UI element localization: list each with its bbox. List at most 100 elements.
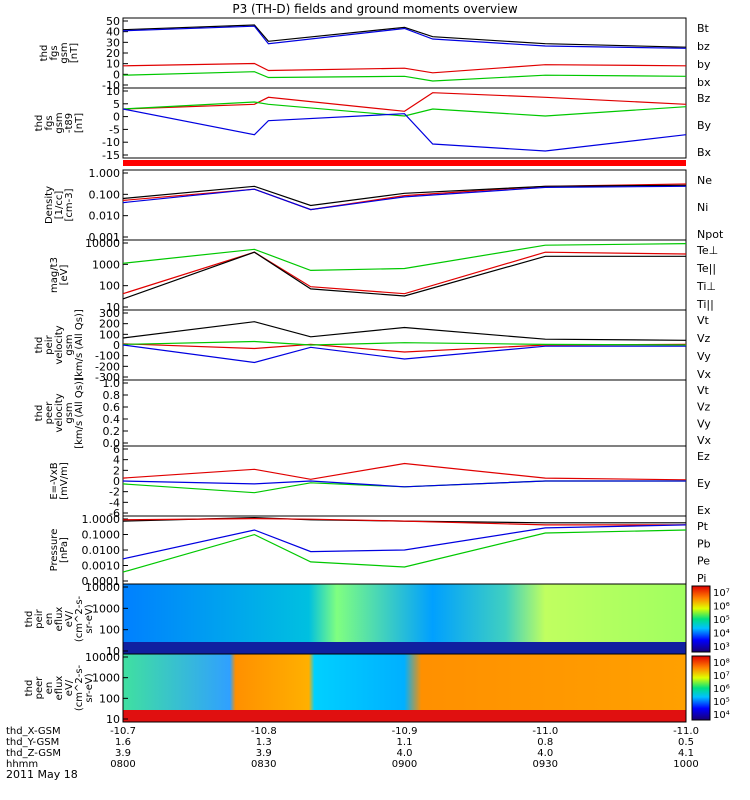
panel-frame [122,87,687,159]
y-axis-label: peer [34,676,45,700]
legend-Vt: Vt [697,314,710,327]
legend-Te||: Te|| [696,262,716,275]
y-axis-label: gsm [54,112,65,133]
y-tick-label: 0.010 [89,210,121,223]
x-tick-label: 3.9 [256,748,272,759]
legend-Vz: Vz [697,401,711,414]
y-axis-label: peir [44,334,55,354]
legend-Ex: Ex [697,504,711,517]
y-axis-label: thd [24,611,35,628]
panel-peir-spec: 10⁷ 10⁶ 10⁵ 10⁴ 10³ 10000 1000 100 10 thd peir en ef… [24,581,730,658]
y-axis-label: eV/ [64,679,75,696]
series-peir-velocity-Vx [122,344,686,364]
x-tick-label: -10.8 [251,726,277,737]
y-tick-label: -300 [95,371,120,384]
y-axis-label: eV/ [64,610,75,627]
y-axis-label: Pressure [49,529,60,572]
x-tick-label: 0.5 [678,737,694,748]
date-label: 2011 May 18 [6,768,78,781]
panel-temperature: 10000 1000 100 10 mag/t3 [eV] Te⊥ Te|| Ti⊥ Ti|| [49,237,718,314]
y-axis-label: sr-eV) [84,673,95,702]
x-row-name: thd_X-GSM [6,726,61,737]
x-tick-label: -10.9 [392,726,418,737]
y-tick-label: 0.100 [89,188,121,201]
x-tick-label: 0800 [110,759,135,770]
colorbar-tick-label: 10⁶ [713,602,730,613]
y-tick-label: -15 [102,149,120,162]
y-tick-label: 0 [113,475,120,488]
series-pressure-Pt [122,516,686,524]
legend-Bt: Bt [697,22,710,35]
y-axis-label: [km/s (All Qs)] [74,309,85,381]
series-fgs-gsm-by [122,71,687,82]
y-axis-label: [cm-3] [64,188,75,221]
y-axis-label: (cm^2-s- [74,664,85,711]
panel-pressure: 1.0000 0.1000 0.0100 0.0010 0.0001 Pressure [n… [49,513,711,588]
legend-Ey: Ey [697,477,711,490]
y-tick-label: 0.0001 [82,575,121,588]
y-tick-label: 0.6 [103,401,121,414]
y-tick-label: -6 [109,507,120,520]
legend-Ti⊥: Ti⊥ [696,280,716,293]
y-axis-label: thd [39,45,50,62]
legend-Vx: Vx [697,434,712,447]
legend-Vx: Vx [697,368,712,381]
y-tick-label: 20 [106,47,120,60]
colorbar-peer-spec [691,655,711,721]
colorbar-tick-label: 10⁵ [713,615,730,626]
y-axis-label: velocity [54,393,65,432]
series-pressure-Pe [122,529,687,573]
series-efield-Ex [122,480,686,488]
series-peir-velocity-Vy [122,340,687,346]
series-fgs-gsm-bx [122,25,687,49]
legend-by: by [697,58,711,71]
legend-Pi: Pi [697,572,706,585]
x-tick-label: 1.6 [115,737,131,748]
y-tick-label: 10000 [85,651,120,664]
y-tick-label: 200 [99,318,120,331]
legend-Ni: Ni [697,201,708,214]
y-tick-label: 0 [113,68,120,81]
series-density-Ni [122,184,687,207]
panel-peer-spec: 10⁸ 10⁷ 10⁶ 10⁵ 10⁴ 10000 1000 100 10 thd peer en ef… [24,651,730,726]
y-tick-label: 0.0010 [82,560,121,573]
y-tick-label: 0.0 [103,437,121,450]
series-fgs-gsm-Bt [122,24,687,48]
y-axis-label: [eV] [59,265,70,286]
y-tick-label: -100 [95,350,120,363]
y-axis-label: E=-VxB [49,462,60,499]
y-axis-label: en [44,682,55,695]
x-tick-label: 3.9 [115,748,131,759]
y-tick-label: 0 [113,339,120,352]
y-tick-label: 10 [106,85,120,98]
y-tick-label: 0 [113,111,120,124]
y-axis-label: peir [34,608,45,628]
legend-Ne: Ne [697,174,712,187]
y-axis-label: thd [34,115,45,132]
y-tick-label: 2 [113,464,120,477]
y-tick-label: 1.000 [89,167,121,180]
colorbar-tick-label: 10⁴ [713,629,730,640]
y-axis-label: thd [34,337,45,354]
y-tick-label: 100 [99,328,120,341]
colorbar-tick-label: 10³ [713,642,730,653]
x-tick-label: 0830 [251,759,276,770]
series-temperature-Ti|| [122,243,687,272]
x-tick-label: 1000 [673,759,698,770]
panel-frame [122,239,687,311]
x-row-name: thd_Z-GSM [6,748,61,759]
y-axis-label: [1/cc] [54,191,65,220]
panel-frame [122,169,687,241]
colorbar-tick-label: 10⁷ [713,588,730,599]
colorbar-peir-spec [691,585,711,653]
legend-Pb: Pb [697,537,711,550]
y-tick-label: 10 [106,645,120,658]
series-temperature-Te⊥ [122,251,687,295]
y-tick-label: 6 [113,443,120,456]
colorbar-tick-label: 10⁴ [713,710,730,721]
legend-By: By [697,119,712,132]
series-fgs-dsl-By [122,101,687,117]
y-tick-label: 0.8 [103,389,121,402]
